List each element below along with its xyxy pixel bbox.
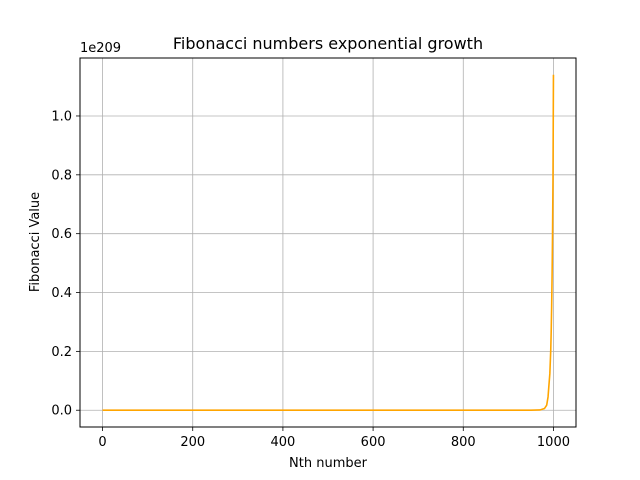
x-tick-label: 0 — [98, 435, 106, 450]
y-tick-label: 0.6 — [51, 227, 72, 242]
series-layer — [102, 74, 555, 412]
y-tick-label: 0.2 — [51, 345, 72, 360]
y-tick-label: 0.0 — [51, 404, 72, 419]
x-tick-label: 200 — [180, 435, 205, 450]
y-axis-label: Fibonacci Value — [28, 192, 43, 292]
ticks: 0 200 400 600 800 1000 0.0 0.2 0.4 0.6 0.8 1.0 — [51, 109, 570, 450]
fibonacci-series-line — [102, 74, 555, 412]
y-tick-label: 0.4 — [51, 286, 72, 301]
x-tick-label: 400 — [270, 435, 295, 450]
chart-title: Fibonacci numbers exponential growth — [173, 34, 483, 53]
x-tick-label: 800 — [451, 435, 476, 450]
x-axis-label: Nth number — [289, 456, 368, 471]
y-tick-label: 0.8 — [51, 168, 72, 183]
plot-frame — [79, 57, 577, 428]
y-offset-label: 1e209 — [80, 41, 121, 56]
grid — [80, 58, 576, 427]
x-tick-label: 600 — [361, 435, 386, 450]
x-tick-label: 1000 — [537, 435, 570, 450]
y-tick-label: 1.0 — [51, 109, 72, 124]
